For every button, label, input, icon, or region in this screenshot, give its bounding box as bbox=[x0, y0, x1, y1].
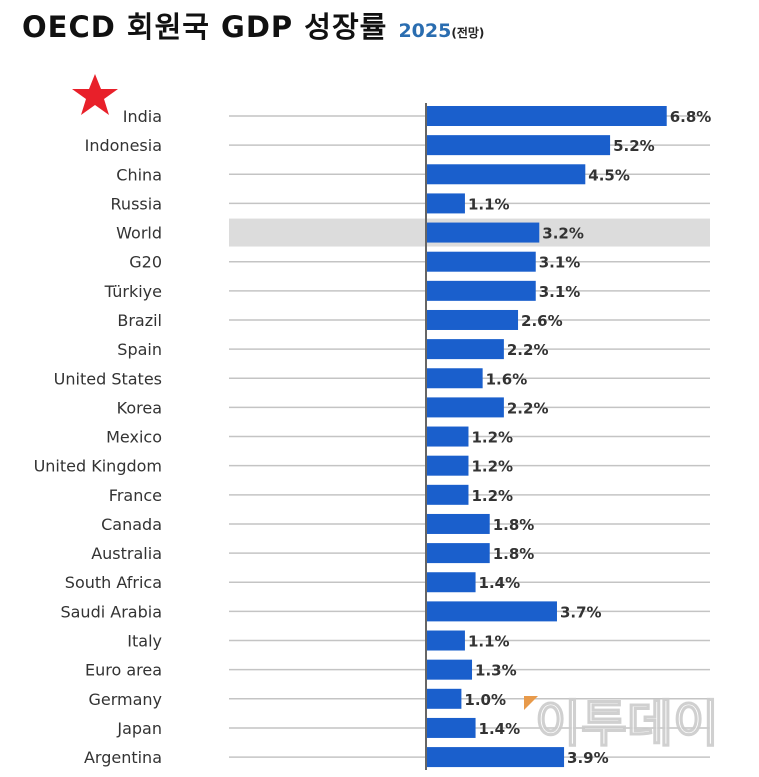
category-label: Argentina bbox=[84, 748, 162, 767]
bar bbox=[426, 339, 504, 360]
bar bbox=[426, 572, 476, 593]
bar bbox=[426, 309, 519, 330]
bar bbox=[426, 280, 536, 301]
bar bbox=[426, 630, 465, 651]
bar bbox=[426, 659, 473, 680]
category-label: Canada bbox=[101, 515, 162, 534]
value-label: 3.1% bbox=[539, 283, 581, 301]
bar bbox=[426, 106, 667, 126]
category-label: Indonesia bbox=[85, 136, 162, 155]
chart-title: OECD 회원국 GDP 성장률 2025(전망) bbox=[22, 10, 485, 44]
watermark-mark bbox=[524, 696, 538, 710]
category-label: Mexico bbox=[106, 428, 162, 447]
category-label: Italy bbox=[127, 632, 162, 651]
value-label: 5.2% bbox=[613, 137, 655, 155]
value-label: 4.5% bbox=[588, 166, 630, 184]
bar bbox=[426, 717, 476, 738]
bar bbox=[426, 193, 465, 214]
watermark: 이투데이 bbox=[534, 694, 720, 754]
bar bbox=[426, 455, 469, 476]
category-label: G20 bbox=[129, 253, 162, 272]
bar bbox=[426, 747, 565, 768]
star-icon bbox=[72, 74, 118, 115]
category-label: Spain bbox=[117, 340, 162, 359]
category-label: Russia bbox=[111, 194, 162, 213]
category-label: Saudi Arabia bbox=[60, 602, 162, 621]
value-label: 3.2% bbox=[542, 225, 584, 243]
category-label: India bbox=[123, 107, 162, 126]
category-label: United Kingdom bbox=[34, 457, 162, 476]
category-label: Türkiye bbox=[104, 282, 162, 301]
value-label: 3.1% bbox=[539, 254, 581, 272]
category-label: Korea bbox=[117, 398, 162, 417]
value-label: 1.3% bbox=[475, 662, 517, 680]
value-label: 2.6% bbox=[521, 312, 563, 330]
bar bbox=[426, 164, 586, 185]
category-label: Euro area bbox=[85, 661, 162, 680]
value-label: 3.9% bbox=[567, 749, 609, 767]
category-label: Brazil bbox=[117, 311, 162, 330]
value-label: 1.0% bbox=[464, 691, 506, 709]
bar bbox=[426, 135, 611, 156]
value-label: 1.1% bbox=[468, 633, 510, 651]
bar bbox=[426, 397, 504, 418]
value-label: 1.2% bbox=[471, 458, 513, 476]
bar bbox=[426, 484, 469, 505]
bar bbox=[426, 688, 462, 709]
category-label: France bbox=[109, 486, 162, 505]
category-label: China bbox=[116, 165, 162, 184]
category-label: Japan bbox=[116, 719, 162, 738]
title-year: 2025 bbox=[398, 20, 452, 42]
value-label: 1.2% bbox=[471, 429, 513, 447]
bar bbox=[426, 543, 490, 564]
value-label: 2.2% bbox=[507, 341, 549, 359]
bar bbox=[426, 601, 557, 622]
value-label: 1.4% bbox=[479, 720, 521, 738]
value-label: 2.2% bbox=[507, 399, 549, 417]
value-label: 1.1% bbox=[468, 195, 510, 213]
category-label: World bbox=[116, 224, 162, 243]
category-label: Germany bbox=[88, 690, 162, 709]
bar bbox=[426, 368, 483, 389]
bar bbox=[426, 426, 469, 447]
bar bbox=[426, 222, 540, 243]
category-label: Australia bbox=[91, 544, 162, 563]
value-label: 1.6% bbox=[486, 370, 528, 388]
bar bbox=[426, 513, 490, 534]
value-label: 1.4% bbox=[479, 574, 521, 592]
value-label: 1.8% bbox=[493, 545, 535, 563]
bar bbox=[426, 251, 536, 272]
category-label: United States bbox=[54, 369, 162, 388]
value-label: 1.2% bbox=[471, 487, 513, 505]
category-label: South Africa bbox=[65, 573, 162, 592]
value-label: 3.7% bbox=[560, 603, 602, 621]
value-label: 1.8% bbox=[493, 516, 535, 534]
value-label: 6.8% bbox=[670, 108, 712, 126]
title-note: (전망) bbox=[451, 26, 485, 40]
